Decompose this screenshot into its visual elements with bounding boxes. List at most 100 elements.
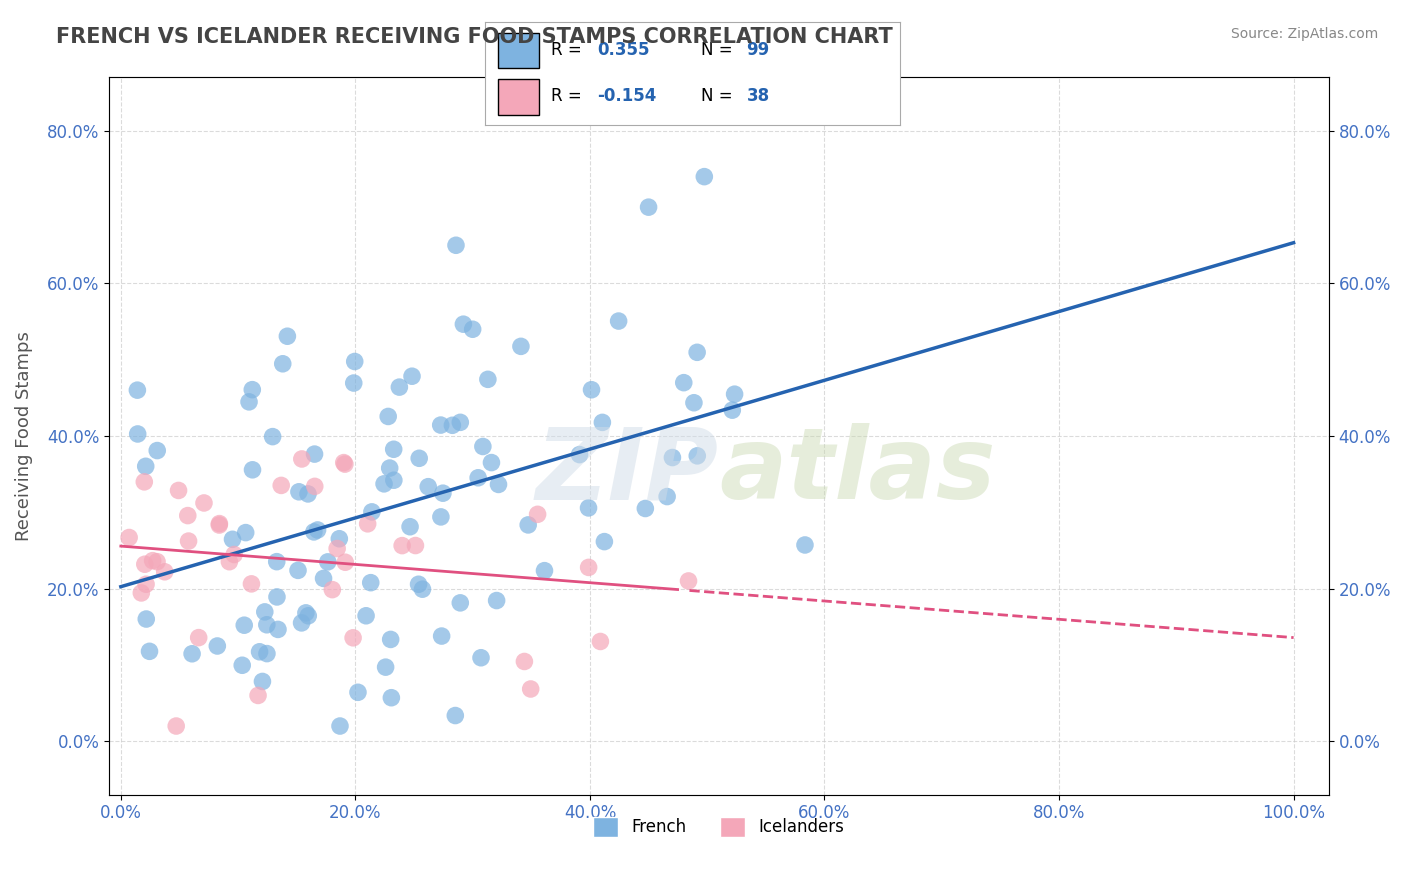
Point: [291, 452, 314, 467]
Point: [408, 577, 430, 591]
Point: [678, 574, 700, 588]
Point: [177, 534, 200, 549]
Point: [131, 586, 153, 600]
Point: [326, 541, 349, 556]
Point: [686, 345, 709, 359]
Point: [193, 496, 215, 510]
Point: [343, 376, 366, 390]
Point: [332, 456, 354, 470]
Point: [723, 387, 745, 401]
Point: [607, 314, 630, 328]
Point: [655, 490, 678, 504]
Point: [304, 447, 326, 461]
Point: [721, 403, 744, 417]
Point: [240, 577, 263, 591]
Point: [208, 518, 231, 533]
Point: [276, 329, 298, 343]
Point: [290, 615, 312, 630]
Point: [488, 477, 510, 491]
Point: [378, 461, 401, 475]
Point: [307, 523, 329, 537]
Point: [391, 539, 413, 553]
Point: [444, 238, 467, 252]
Point: [329, 719, 352, 733]
Point: [449, 415, 471, 429]
Point: [430, 629, 453, 643]
Point: [266, 555, 288, 569]
Point: [591, 416, 613, 430]
Point: [135, 459, 157, 474]
Point: [167, 483, 190, 498]
Point: [578, 500, 600, 515]
Point: [581, 383, 603, 397]
Point: [380, 632, 402, 647]
Point: [382, 442, 405, 457]
Point: [134, 475, 156, 489]
Point: [249, 645, 271, 659]
Point: [335, 555, 357, 569]
Point: [287, 563, 309, 577]
Point: [510, 339, 533, 353]
Point: [432, 486, 454, 500]
Point: [401, 369, 423, 384]
Point: [288, 484, 311, 499]
Point: [187, 631, 209, 645]
Point: [207, 639, 229, 653]
Point: [683, 396, 706, 410]
Point: [231, 658, 253, 673]
Text: 38: 38: [747, 87, 769, 105]
Point: [589, 634, 612, 648]
Text: 0.355: 0.355: [598, 41, 650, 59]
Point: [449, 596, 471, 610]
Point: [399, 520, 422, 534]
Point: [271, 357, 294, 371]
Point: [295, 606, 318, 620]
Point: [181, 647, 204, 661]
Point: [221, 533, 243, 547]
Text: ZIP: ZIP: [536, 424, 718, 520]
Point: [253, 605, 276, 619]
Point: [568, 448, 591, 462]
Y-axis label: Receiving Food Stamps: Receiving Food Stamps: [15, 331, 32, 541]
Point: [134, 558, 156, 572]
Point: [429, 418, 451, 433]
Point: [634, 501, 657, 516]
Point: [686, 449, 709, 463]
Text: 99: 99: [747, 41, 769, 59]
Point: [672, 376, 695, 390]
Point: [321, 582, 343, 597]
Point: [470, 650, 492, 665]
Text: -0.154: -0.154: [598, 87, 657, 105]
Point: [208, 516, 231, 531]
Text: FRENCH VS ICELANDER RECEIVING FOOD STAMPS CORRELATION CHART: FRENCH VS ICELANDER RECEIVING FOOD STAMP…: [56, 27, 893, 46]
Point: [302, 524, 325, 539]
Point: [374, 660, 396, 674]
Point: [578, 560, 600, 574]
Point: [218, 555, 240, 569]
Point: [382, 473, 405, 487]
Point: [408, 451, 430, 466]
Point: [146, 443, 169, 458]
Point: [444, 708, 467, 723]
Point: [411, 582, 433, 597]
Point: [127, 383, 149, 397]
Point: [135, 612, 157, 626]
Point: [637, 200, 659, 214]
Point: [380, 690, 402, 705]
Point: [693, 169, 716, 184]
Point: [177, 508, 200, 523]
Point: [256, 617, 278, 632]
Point: [328, 532, 350, 546]
Point: [593, 534, 616, 549]
Point: [316, 555, 339, 569]
Point: [153, 565, 176, 579]
Point: [467, 471, 489, 485]
Point: [252, 674, 274, 689]
Point: [377, 409, 399, 424]
Point: [794, 538, 817, 552]
Point: [342, 631, 364, 645]
Point: [360, 505, 382, 519]
Point: [354, 608, 377, 623]
Point: [233, 618, 256, 632]
Point: [471, 440, 494, 454]
